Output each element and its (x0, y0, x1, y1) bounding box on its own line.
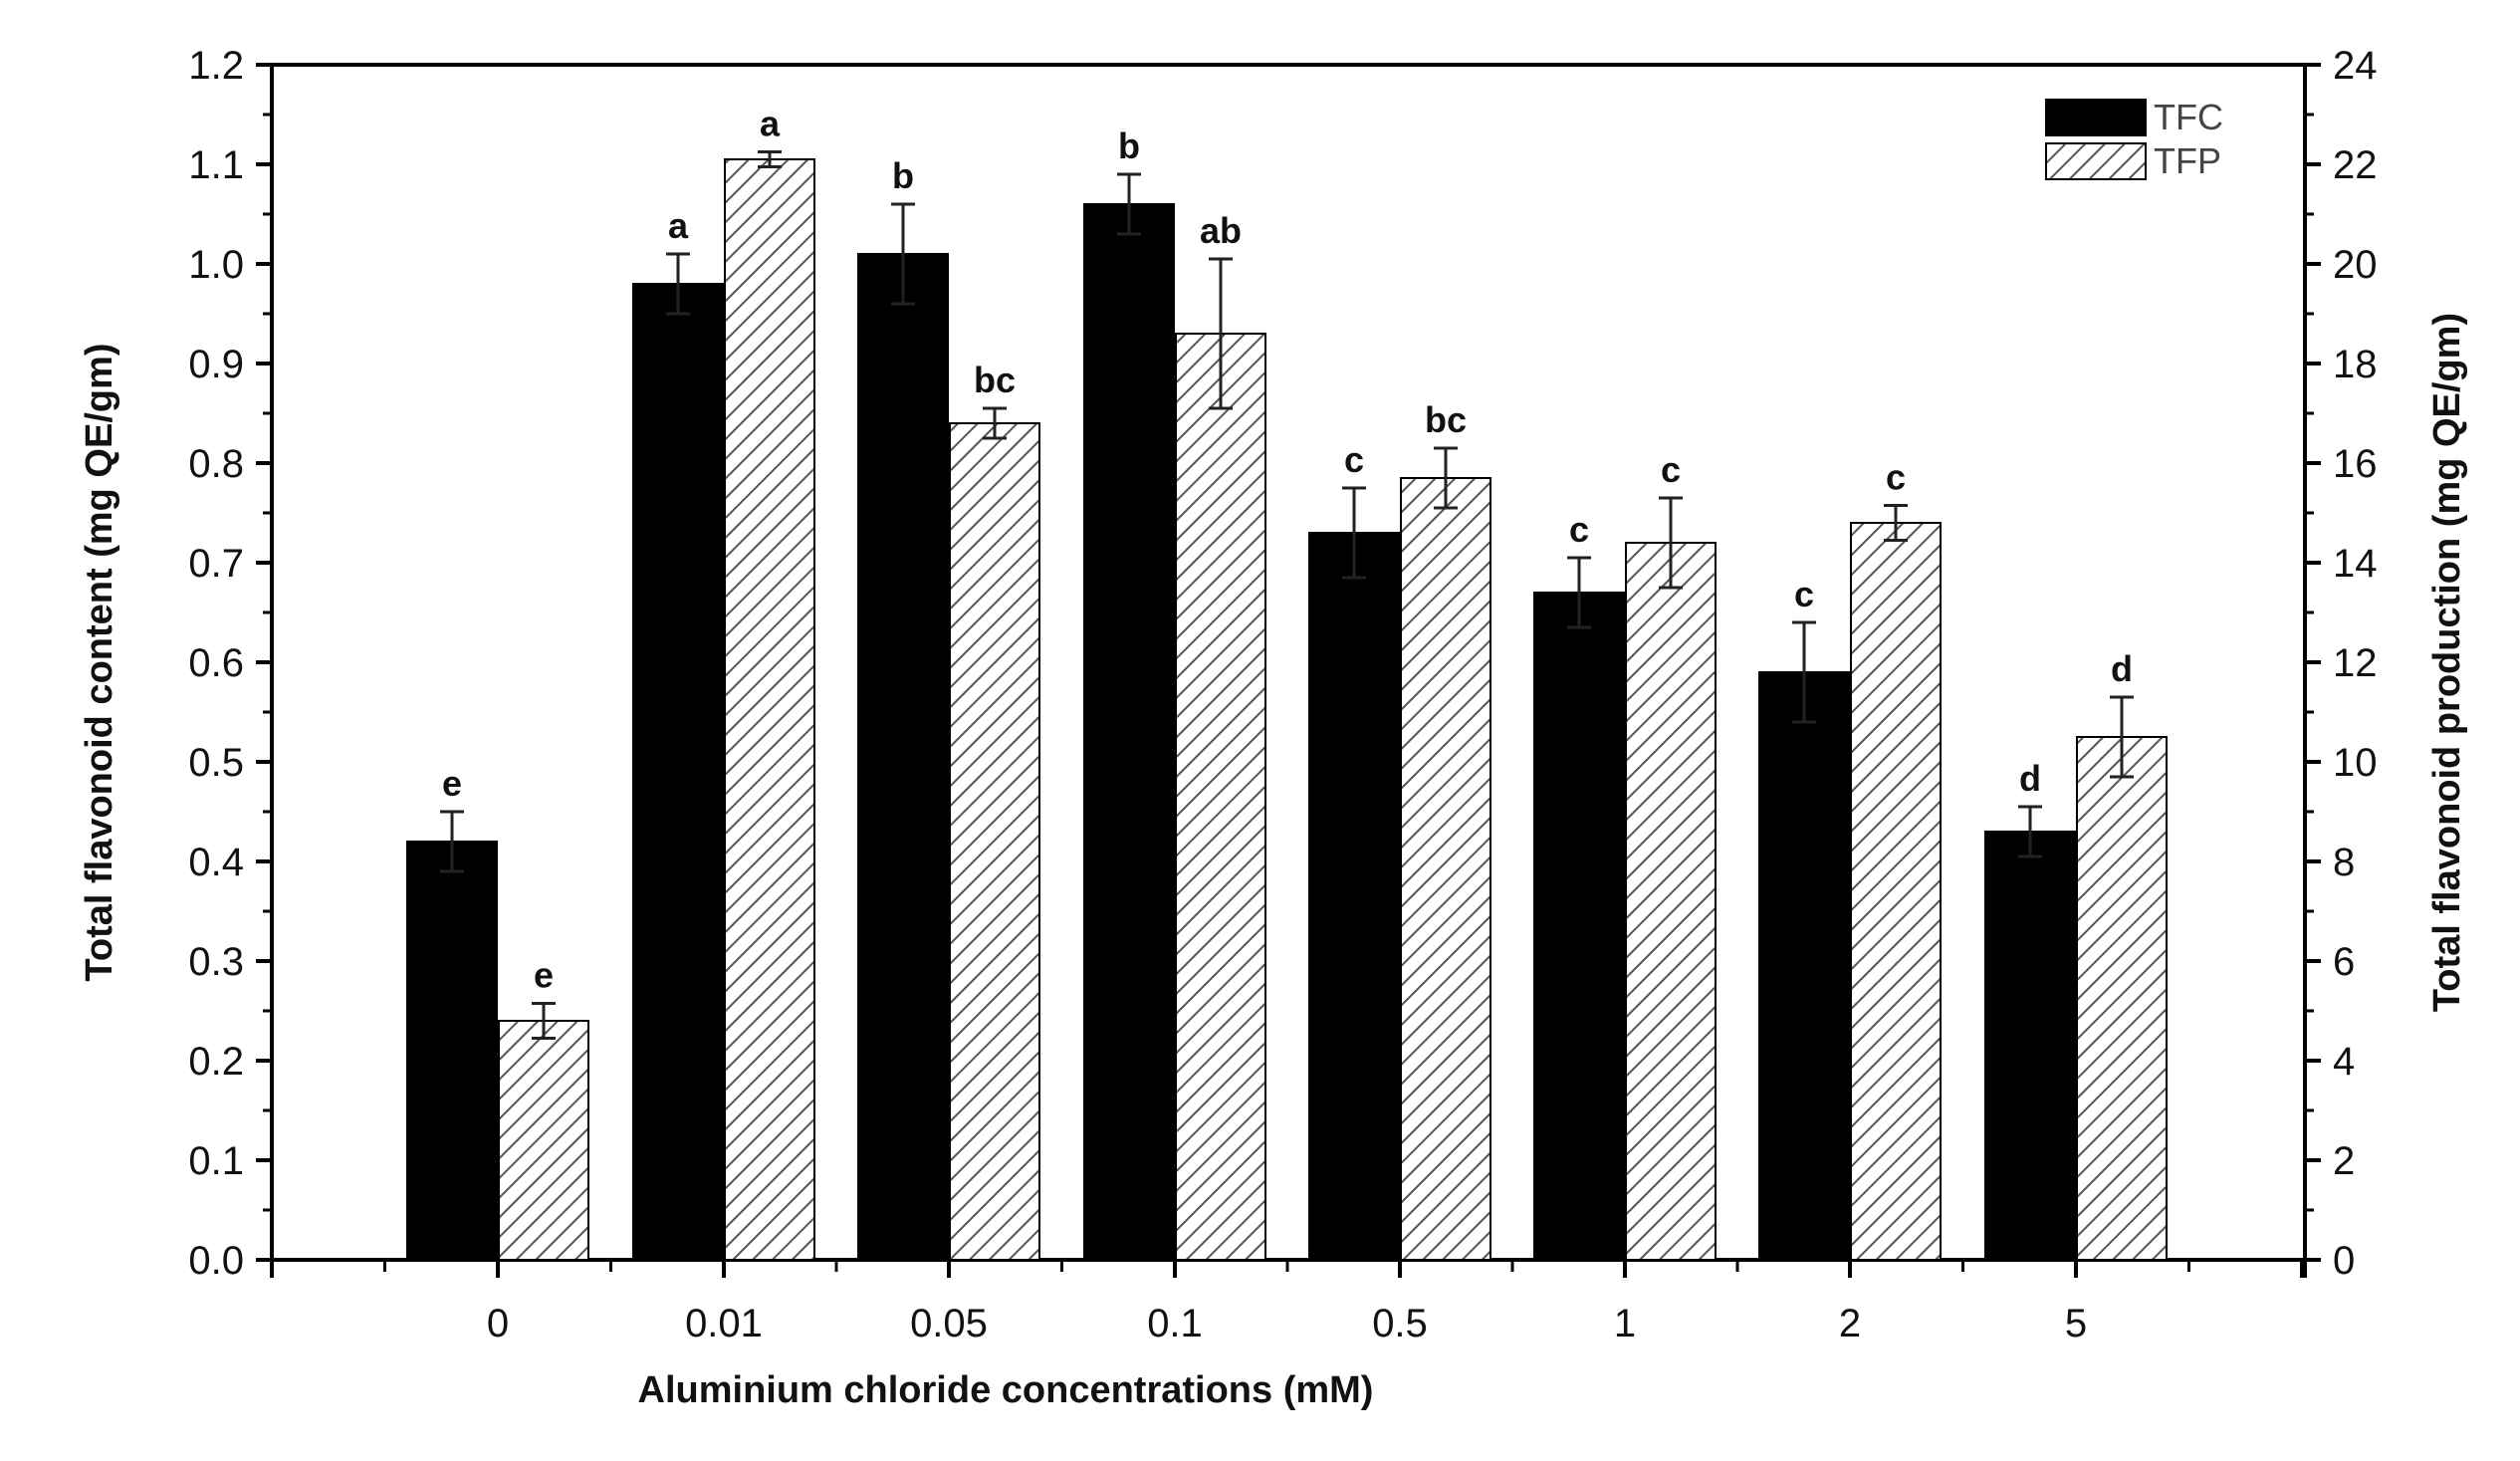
x-tick-label: 0.01 (685, 1302, 763, 1345)
y-right-tick-label: 24 (2333, 44, 2378, 88)
significance-label: d (2019, 758, 2041, 799)
y-left-tick-label: 0.0 (188, 1239, 244, 1283)
legend-swatch-tfc (2045, 99, 2147, 136)
bar-tfp (498, 1020, 589, 1261)
significance-label: a (760, 104, 781, 144)
significance-label: c (1794, 574, 1814, 614)
y-right-tick-label: 12 (2333, 641, 2378, 685)
x-tick-label: 0.1 (1147, 1302, 1203, 1345)
y-left-tick-label: 0.7 (188, 542, 244, 586)
bar-tfc (632, 283, 724, 1261)
bar-tfp (1625, 542, 1717, 1261)
legend-swatch-tfp (2045, 142, 2147, 180)
y-right-tick-label: 16 (2333, 442, 2378, 486)
significance-label: e (442, 763, 462, 804)
y-left-tick-label: 1.0 (188, 243, 244, 287)
y-left-tick-label: 0.5 (188, 741, 244, 785)
bar-tfc (406, 841, 498, 1261)
x-tick-label: 0 (487, 1302, 509, 1345)
significance-label: b (892, 155, 914, 196)
significance-label: a (668, 205, 689, 246)
bar-tfc (857, 253, 949, 1261)
y-left-tick-label: 0.1 (188, 1139, 244, 1183)
y-right-tick-label: 0 (2333, 1239, 2355, 1283)
y-right-tick-label: 18 (2333, 343, 2378, 386)
y-left-tick-label: 0.4 (188, 841, 244, 884)
significance-label: c (1886, 457, 1906, 498)
y-right-tick-label: 10 (2333, 741, 2378, 785)
bar-tfp (1850, 522, 1942, 1261)
significance-label: c (1569, 509, 1589, 550)
x-tick-label: 0.05 (910, 1302, 988, 1345)
significance-label: d (2111, 648, 2133, 689)
bar-tfp (2076, 736, 2168, 1261)
bar-tfc (1083, 203, 1175, 1261)
x-tick-label: 1 (1614, 1302, 1636, 1345)
significance-label: bc (974, 360, 1016, 400)
y-right-tick-label: 20 (2333, 243, 2378, 287)
legend-label-tfc: TFC (2154, 97, 2223, 137)
y-right-tick-label: 22 (2333, 143, 2378, 187)
bar-tfp (949, 422, 1040, 1261)
significance-label: e (534, 955, 554, 996)
y-right-tick-label: 14 (2333, 542, 2378, 586)
y-right-tick-label: 8 (2333, 841, 2355, 884)
bar-tfp (1400, 477, 1491, 1261)
bar-tfc (1533, 592, 1625, 1261)
bar-tfc (1308, 532, 1400, 1261)
y-left-tick-label: 0.9 (188, 343, 244, 386)
y-left-tick-label: 0.6 (188, 641, 244, 685)
x-tick-label: 2 (1839, 1302, 1861, 1345)
significance-label: ab (1200, 210, 1242, 251)
bar-tfp (724, 158, 815, 1261)
y-left-tick-label: 0.3 (188, 940, 244, 984)
x-tick-label: 5 (2065, 1302, 2087, 1345)
significance-label: bc (1425, 399, 1467, 440)
y-right-tick-label: 4 (2333, 1040, 2355, 1084)
y-left-tick-label: 1.1 (188, 143, 244, 187)
significance-label: c (1661, 449, 1681, 490)
x-axis-title: Aluminium chloride concentrations (mM) (638, 1369, 1374, 1411)
significance-label: c (1344, 439, 1364, 480)
y-left-tick-label: 1.2 (188, 44, 244, 88)
bar-tfp (1175, 333, 1266, 1261)
y-left-axis-title: Total flavonoid content (mg QE/gm) (79, 343, 120, 981)
y-right-tick-label: 6 (2333, 940, 2355, 984)
y-left-tick-label: 0.2 (188, 1040, 244, 1084)
significance-label: b (1118, 125, 1140, 166)
y-left-tick-label: 0.8 (188, 442, 244, 486)
y-right-axis-title: Total flavonoid production (mg QE/gm) (2426, 313, 2468, 1012)
y-right-tick-label: 2 (2333, 1139, 2355, 1183)
x-tick-label: 0.5 (1372, 1302, 1428, 1345)
bar-tfc (1758, 671, 1850, 1261)
legend-label-tfp: TFP (2154, 140, 2221, 181)
bar-tfc (1984, 831, 2076, 1261)
